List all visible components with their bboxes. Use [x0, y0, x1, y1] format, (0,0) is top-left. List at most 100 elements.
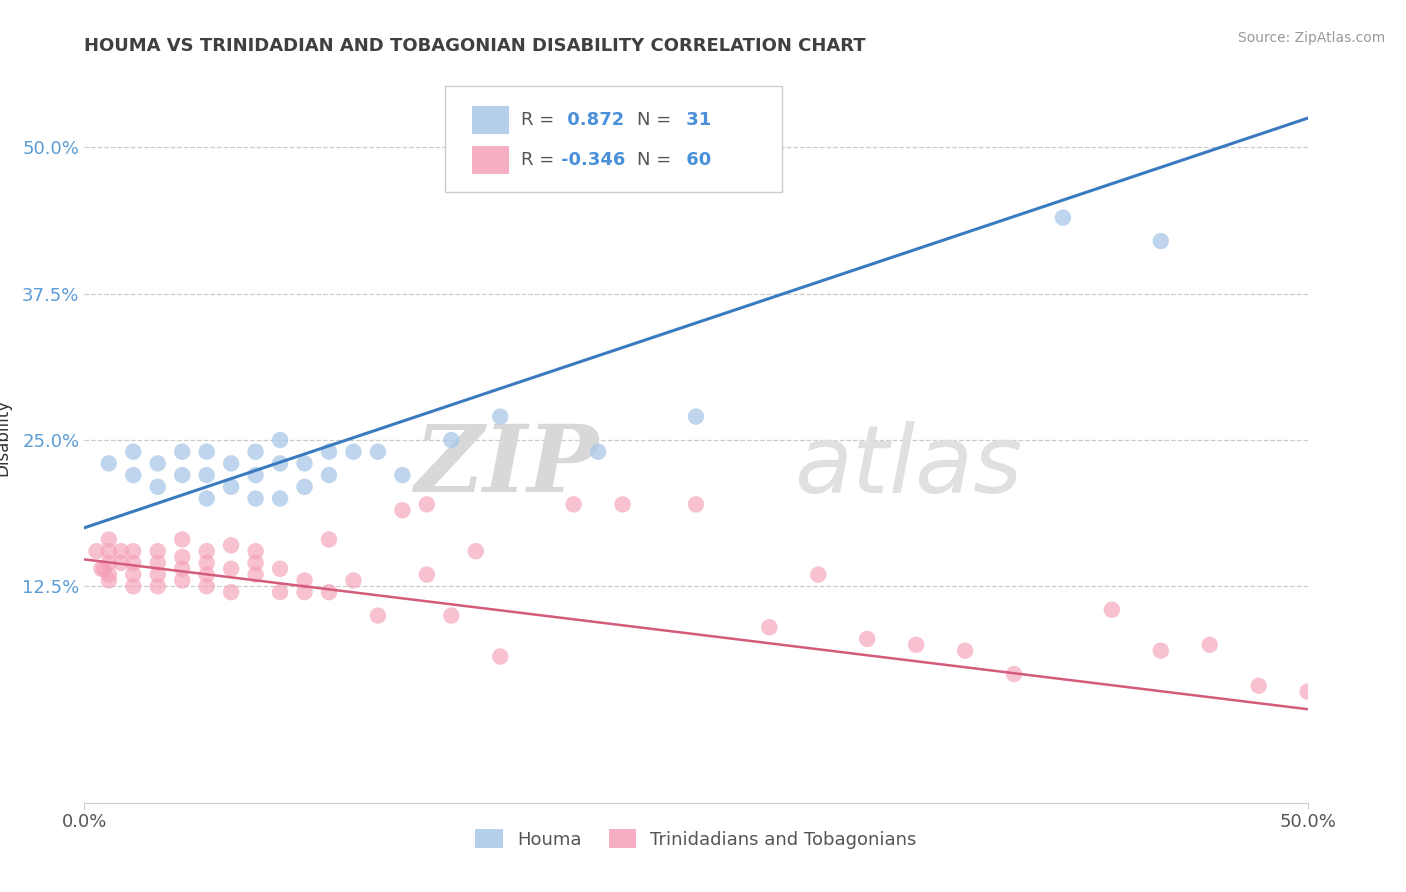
- Point: [318, 585, 340, 599]
- Point: [172, 533, 194, 547]
- Text: R =: R =: [522, 111, 560, 128]
- Point: [122, 468, 145, 483]
- Text: 0.872: 0.872: [561, 111, 624, 128]
- Point: [172, 574, 194, 588]
- Text: 60: 60: [681, 151, 711, 169]
- Point: [219, 457, 242, 471]
- Point: [245, 491, 267, 506]
- Point: [195, 579, 218, 593]
- Point: [269, 433, 291, 447]
- Point: [219, 585, 242, 599]
- Text: -0.346: -0.346: [561, 151, 626, 169]
- Point: [1198, 638, 1220, 652]
- Point: [245, 468, 267, 483]
- Text: R =: R =: [522, 151, 560, 169]
- Point: [391, 468, 413, 483]
- Point: [195, 491, 218, 506]
- Point: [146, 556, 169, 570]
- Text: 31: 31: [681, 111, 711, 128]
- Point: [294, 480, 316, 494]
- Text: HOUMA VS TRINIDADIAN AND TOBAGONIAN DISABILITY CORRELATION CHART: HOUMA VS TRINIDADIAN AND TOBAGONIAN DISA…: [84, 37, 866, 54]
- Point: [146, 579, 169, 593]
- Point: [219, 480, 242, 494]
- Point: [195, 556, 218, 570]
- Point: [122, 444, 145, 458]
- Point: [90, 562, 112, 576]
- Point: [110, 544, 132, 558]
- Point: [416, 567, 439, 582]
- Point: [86, 544, 108, 558]
- Point: [97, 533, 120, 547]
- Point: [146, 480, 169, 494]
- Point: [1002, 667, 1025, 681]
- Point: [195, 544, 218, 558]
- Point: [489, 409, 512, 424]
- Point: [685, 409, 707, 424]
- Point: [440, 608, 463, 623]
- Point: [294, 585, 316, 599]
- Point: [318, 468, 340, 483]
- Point: [1052, 211, 1074, 225]
- FancyBboxPatch shape: [472, 146, 509, 174]
- Point: [122, 567, 145, 582]
- Point: [110, 556, 132, 570]
- Text: N =: N =: [637, 151, 678, 169]
- Point: [146, 567, 169, 582]
- Point: [146, 544, 169, 558]
- Point: [219, 538, 242, 552]
- Point: [195, 567, 218, 582]
- Point: [219, 562, 242, 576]
- Point: [146, 457, 169, 471]
- Point: [195, 468, 218, 483]
- Point: [294, 457, 316, 471]
- Point: [586, 444, 609, 458]
- Text: Source: ZipAtlas.com: Source: ZipAtlas.com: [1237, 31, 1385, 45]
- Point: [342, 444, 364, 458]
- Point: [391, 503, 413, 517]
- Point: [318, 444, 340, 458]
- Point: [440, 433, 463, 447]
- Point: [342, 574, 364, 588]
- Point: [367, 608, 389, 623]
- Point: [1247, 679, 1270, 693]
- Point: [97, 574, 120, 588]
- Point: [905, 638, 928, 652]
- Point: [953, 643, 976, 657]
- Point: [464, 544, 486, 558]
- Point: [172, 562, 194, 576]
- Point: [245, 567, 267, 582]
- Point: [685, 497, 707, 511]
- Point: [1101, 603, 1123, 617]
- Point: [269, 457, 291, 471]
- Point: [97, 457, 120, 471]
- Point: [294, 574, 316, 588]
- Point: [97, 556, 120, 570]
- Point: [416, 497, 439, 511]
- Point: [172, 468, 194, 483]
- Point: [245, 444, 267, 458]
- Point: [172, 444, 194, 458]
- Point: [93, 562, 115, 576]
- Point: [122, 556, 145, 570]
- Point: [318, 533, 340, 547]
- Point: [612, 497, 634, 511]
- Y-axis label: Disability: Disability: [0, 399, 11, 475]
- Point: [1150, 234, 1173, 248]
- Point: [245, 544, 267, 558]
- Legend: Houma, Trinidadians and Tobagonians: Houma, Trinidadians and Tobagonians: [468, 822, 924, 856]
- Point: [269, 491, 291, 506]
- Point: [758, 620, 780, 634]
- FancyBboxPatch shape: [446, 86, 782, 192]
- Text: atlas: atlas: [794, 421, 1022, 512]
- Point: [97, 544, 120, 558]
- Point: [856, 632, 879, 646]
- Point: [269, 562, 291, 576]
- Point: [489, 649, 512, 664]
- Point: [269, 585, 291, 599]
- Text: N =: N =: [637, 111, 678, 128]
- Point: [367, 444, 389, 458]
- Point: [1150, 643, 1173, 657]
- Point: [245, 556, 267, 570]
- Text: ZIP: ZIP: [413, 421, 598, 511]
- Point: [172, 549, 194, 564]
